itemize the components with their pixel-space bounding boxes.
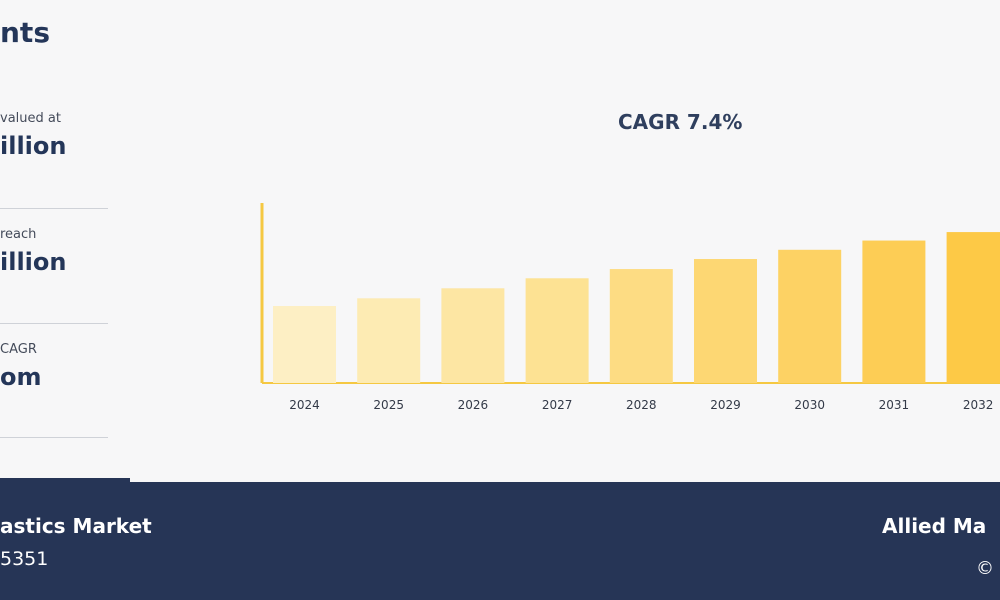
- x-tick-label-2031: 2031: [879, 398, 910, 412]
- stat-market-value: valued at illion: [0, 111, 108, 160]
- footer-tab: [0, 478, 130, 484]
- x-tick-label-2026: 2026: [458, 398, 489, 412]
- bar-2024: [273, 306, 336, 383]
- footer-brand: Allied Ma: [882, 514, 987, 538]
- footer-copyright: ©: [976, 558, 994, 579]
- stat-value: illion: [0, 248, 67, 276]
- chart-title: CAGR 7.4%: [618, 110, 743, 134]
- bar-2032: [946, 232, 1000, 383]
- stat-value: om: [0, 363, 42, 391]
- x-tick-label-2024: 2024: [289, 398, 320, 412]
- stat-cagr: CAGR om: [0, 342, 108, 391]
- stat-divider: [0, 437, 108, 438]
- bar-2029: [694, 259, 757, 383]
- stat-forecast-value: reach illion: [0, 227, 108, 276]
- bar-2025: [357, 298, 421, 383]
- bar-2031: [862, 240, 926, 383]
- stat-divider: [0, 323, 108, 324]
- x-tick-label-2025: 2025: [373, 398, 404, 412]
- x-tick-label-2030: 2030: [794, 398, 825, 412]
- x-tick-label-2027: 2027: [542, 398, 573, 412]
- stat-label: valued at: [0, 111, 61, 126]
- footer-report-title: astics Market: [0, 514, 152, 538]
- x-tick-label-2032: 2032: [963, 398, 994, 412]
- bar-chart: 2024 2025 2026 2027 2028 2029 2030 2031 2032: [260, 203, 1000, 412]
- bar-2027: [525, 278, 589, 383]
- bar-2026: [441, 288, 505, 383]
- stat-value: illion: [0, 132, 67, 160]
- footer: [0, 482, 1000, 600]
- stat-label: CAGR: [0, 342, 37, 357]
- page-title: nts: [0, 16, 50, 49]
- x-tick-label-2028: 2028: [626, 398, 657, 412]
- footer-report-id: 5351: [0, 548, 49, 570]
- stat-divider: [0, 208, 108, 209]
- stat-label: reach: [0, 227, 37, 242]
- bar-2028: [609, 269, 673, 383]
- x-tick-label-2029: 2029: [710, 398, 741, 412]
- bar-2030: [778, 249, 842, 383]
